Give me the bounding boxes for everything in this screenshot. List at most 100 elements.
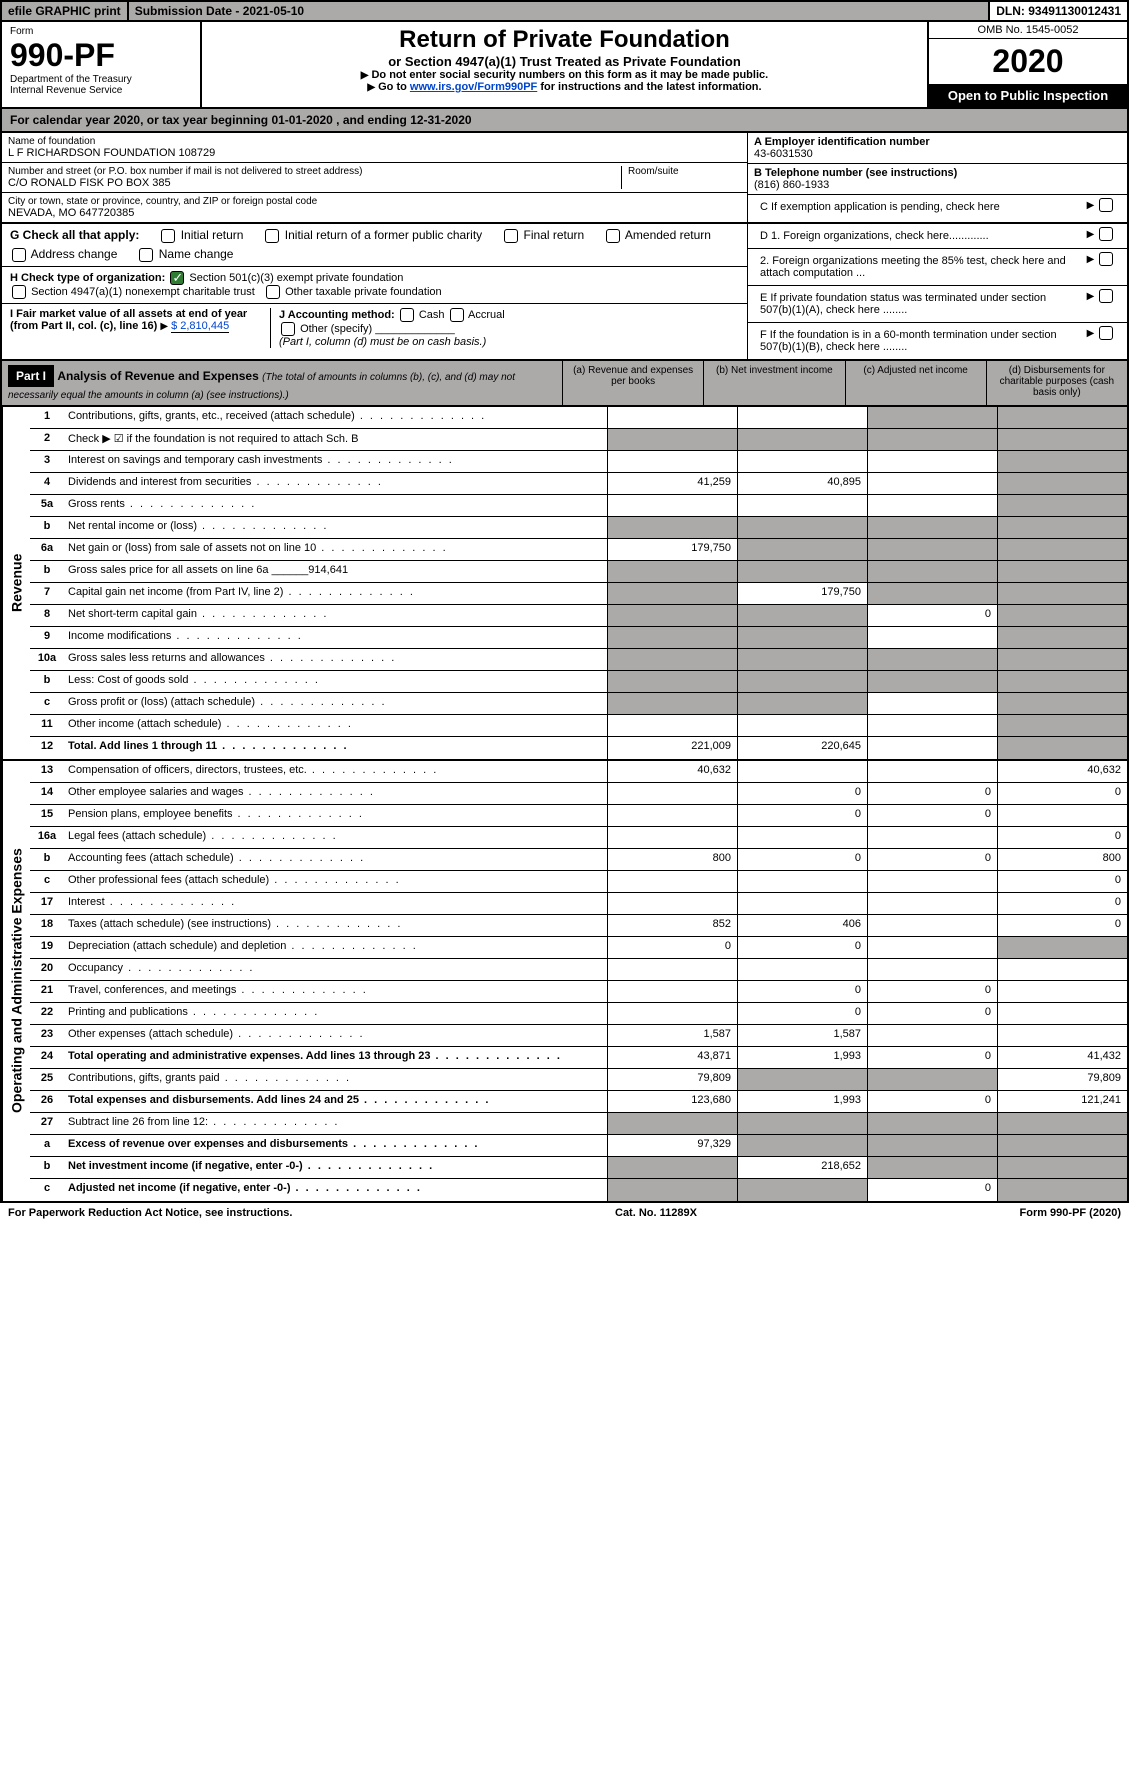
row-number: 1 — [30, 407, 64, 428]
g-initial-checkbox[interactable] — [161, 229, 175, 243]
f-label: F If the foundation is in a 60-month ter… — [754, 326, 1081, 356]
city-label: City or town, state or province, country… — [8, 196, 741, 207]
city-state-zip: NEVADA, MO 647720385 — [8, 207, 741, 219]
cell-d — [997, 737, 1127, 759]
g-final-checkbox[interactable] — [504, 229, 518, 243]
cell-d — [997, 1025, 1127, 1046]
cell-d: 40,632 — [997, 761, 1127, 782]
row-label: Less: Cost of goods sold — [64, 671, 607, 692]
row-number: b — [30, 849, 64, 870]
d2-checkbox[interactable] — [1099, 252, 1113, 266]
j-accrual-checkbox[interactable] — [450, 308, 464, 322]
row-label: Occupancy — [64, 959, 607, 980]
dept-label: Department of the Treasury — [10, 74, 192, 85]
table-row: cGross profit or (loss) (attach schedule… — [30, 693, 1127, 715]
cell-b — [737, 693, 867, 714]
cell-b — [737, 451, 867, 472]
part1-title: Analysis of Revenue and Expenses — [57, 369, 258, 383]
form-number: 990-PF — [10, 37, 192, 74]
ein-label: A Employer identification number — [754, 136, 1121, 148]
cell-c — [867, 627, 997, 648]
form-subtitle: or Section 4947(a)(1) Trust Treated as P… — [206, 54, 923, 69]
form990pf-link[interactable]: www.irs.gov/Form990PF — [410, 81, 537, 93]
g-amended-checkbox[interactable] — [606, 229, 620, 243]
e-checkbox[interactable] — [1099, 289, 1113, 303]
instr2-post: for instructions and the latest informat… — [537, 81, 761, 93]
cell-a — [607, 827, 737, 848]
revenue-table: Revenue 1Contributions, gifts, grants, e… — [0, 407, 1129, 761]
col-b-header: (b) Net investment income — [703, 361, 844, 405]
row-label: Total. Add lines 1 through 11 — [64, 737, 607, 759]
h-label: H Check type of organization: — [10, 272, 165, 284]
j-other-checkbox[interactable] — [281, 322, 295, 336]
table-row: cOther professional fees (attach schedul… — [30, 871, 1127, 893]
cell-a: 179,750 — [607, 539, 737, 560]
cell-d — [997, 1003, 1127, 1024]
d1-checkbox[interactable] — [1099, 227, 1113, 241]
cell-b: 40,895 — [737, 473, 867, 494]
fmv-value: $ 2,810,445 — [171, 320, 229, 333]
j-accrual: Accrual — [468, 309, 505, 321]
cell-c — [867, 495, 997, 516]
cell-c: 0 — [867, 1091, 997, 1112]
cell-b — [737, 893, 867, 914]
cal-mid: , and ending — [333, 113, 410, 127]
g-addr-checkbox[interactable] — [12, 248, 26, 262]
table-row: 7Capital gain net income (from Part IV, … — [30, 583, 1127, 605]
cell-c — [867, 473, 997, 494]
cell-b — [737, 407, 867, 428]
g-addr: Address change — [31, 247, 118, 261]
row-number: 3 — [30, 451, 64, 472]
row-number: 12 — [30, 737, 64, 759]
cell-b: 1,587 — [737, 1025, 867, 1046]
cell-b — [737, 871, 867, 892]
cell-a — [607, 407, 737, 428]
row-label: Capital gain net income (from Part IV, l… — [64, 583, 607, 604]
ein-value: 43-6031530 — [754, 148, 1121, 160]
cell-b — [737, 605, 867, 626]
table-row: 2Check ▶ ☑ if the foundation is not requ… — [30, 429, 1127, 451]
row-number: 25 — [30, 1069, 64, 1090]
cell-c — [867, 1025, 997, 1046]
row-label: Income modifications — [64, 627, 607, 648]
cell-d — [997, 605, 1127, 626]
cell-c — [867, 539, 997, 560]
table-row: cAdjusted net income (if negative, enter… — [30, 1179, 1127, 1201]
cell-c: 0 — [867, 1047, 997, 1068]
cell-a: 41,259 — [607, 473, 737, 494]
j-cash-checkbox[interactable] — [400, 308, 414, 322]
cell-c — [867, 1113, 997, 1134]
cell-a: 40,632 — [607, 761, 737, 782]
d1-label: D 1. Foreign organizations, check here..… — [754, 227, 1081, 245]
cell-a: 0 — [607, 937, 737, 958]
cell-a — [607, 495, 737, 516]
c-checkbox[interactable] — [1099, 198, 1113, 212]
row-number: 9 — [30, 627, 64, 648]
g-name-checkbox[interactable] — [139, 248, 153, 262]
instr2-pre: Go to — [367, 81, 409, 93]
tax-year: 2020 — [929, 39, 1127, 84]
g-initial-former-checkbox[interactable] — [265, 229, 279, 243]
cell-b: 406 — [737, 915, 867, 936]
cell-c — [867, 583, 997, 604]
h-501c3-checkbox[interactable] — [170, 271, 184, 285]
cell-d — [997, 495, 1127, 516]
address: C/O RONALD FISK PO BOX 385 — [8, 177, 621, 189]
row-number: 27 — [30, 1113, 64, 1134]
col-c-header: (c) Adjusted net income — [845, 361, 986, 405]
cell-c: 0 — [867, 1003, 997, 1024]
h-other-checkbox[interactable] — [266, 285, 280, 299]
f-checkbox[interactable] — [1099, 326, 1113, 340]
foundation-name: L F RICHARDSON FOUNDATION 108729 — [8, 147, 741, 159]
row-label: Other professional fees (attach schedule… — [64, 871, 607, 892]
h-4947-checkbox[interactable] — [12, 285, 26, 299]
cell-c: 0 — [867, 783, 997, 804]
row-number: 26 — [30, 1091, 64, 1112]
cell-b — [737, 1113, 867, 1134]
part1-header: Part I Analysis of Revenue and Expenses … — [0, 361, 1129, 407]
form-title: Return of Private Foundation — [206, 26, 923, 54]
col-a-header: (a) Revenue and expenses per books — [562, 361, 703, 405]
row-number: 15 — [30, 805, 64, 826]
cell-d: 0 — [997, 871, 1127, 892]
row-number: 20 — [30, 959, 64, 980]
